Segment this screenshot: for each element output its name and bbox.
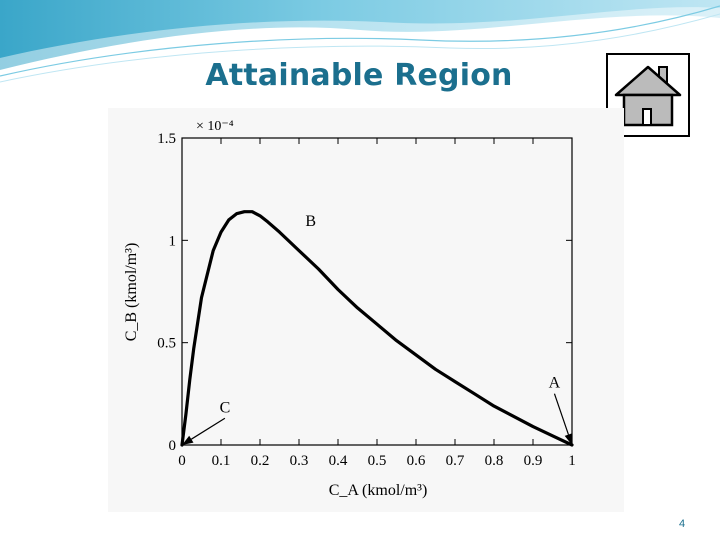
x-tick-label: 0.3 xyxy=(290,453,309,469)
point-label-b: B xyxy=(305,213,316,230)
ticks-layer xyxy=(181,137,573,446)
x-tick-label: 0 xyxy=(178,453,186,469)
banner-line-1 xyxy=(0,5,720,77)
y-tick-label: 0 xyxy=(169,438,177,454)
arrowhead-c xyxy=(182,435,194,445)
banner-line-2 xyxy=(0,13,720,83)
page-number: 4 xyxy=(678,518,686,530)
y-tick-label: 1 xyxy=(169,233,177,249)
home-icon xyxy=(614,65,682,127)
x-tick-label: 0.9 xyxy=(524,453,543,469)
x-axis-label: C_A (kmol/m³) xyxy=(329,482,428,499)
x-tick-label: 0.2 xyxy=(251,453,270,469)
arrowhead-a xyxy=(564,433,573,445)
arrow-c xyxy=(191,417,226,440)
tick-labels-layer: 0 0.1 0.2 0.3 0.4 0.5 0.6 0.7 0.8 0.9 1 0 0.5 1 1.5 xyxy=(157,131,576,469)
point-label-a: A xyxy=(549,375,561,392)
series-curve xyxy=(180,210,574,447)
point-label-c: C xyxy=(220,399,231,416)
y-tick-label: 1.5 xyxy=(157,131,176,147)
plot-frame xyxy=(181,137,573,446)
annotations-layer: A B C xyxy=(182,213,573,445)
slide-title: Attainable Region xyxy=(205,58,513,93)
header-banner xyxy=(0,0,720,83)
x-tick-label: 0.6 xyxy=(407,453,426,469)
y-axis-label: C_B (kmol/m³) xyxy=(123,243,140,342)
banner-wave-front xyxy=(0,0,720,58)
x-tick-label: 1 xyxy=(568,453,576,469)
x-tick-label: 0.1 xyxy=(212,453,231,469)
attainable-region-chart: 0 0.1 0.2 0.3 0.4 0.5 0.6 0.7 0.8 0.9 1 0 0.5 1 1.5 A B… xyxy=(123,119,576,499)
y-tick-label: 0.5 xyxy=(157,336,176,352)
chart-panel: 0 0.1 0.2 0.3 0.4 0.5 0.6 0.7 0.8 0.9 1 0 0.5 1 1.5 A B… xyxy=(108,108,624,512)
x-tick-label: 0.7 xyxy=(446,453,465,469)
home-button[interactable] xyxy=(606,53,690,137)
arrow-a xyxy=(553,393,570,435)
x-tick-label: 0.4 xyxy=(329,453,348,469)
y-multiplier-label: × 10⁻⁴ xyxy=(196,119,234,134)
x-tick-label: 0.8 xyxy=(485,453,504,469)
x-tick-label: 0.5 xyxy=(368,453,387,469)
